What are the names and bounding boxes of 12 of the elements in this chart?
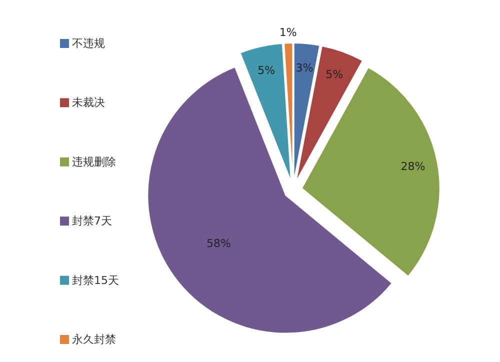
legend-label: 永久封禁 [72,333,116,346]
legend-label: 违规删除 [72,155,116,168]
data-label: 58% [206,236,231,250]
legend-label: 未裁决 [72,96,105,110]
data-label: 5% [258,64,276,77]
legend-label: 不违规 [72,37,105,50]
data-label: 5% [326,68,344,82]
data-label: 28% [400,160,426,174]
data-label: 1% [279,26,297,40]
legend-label: 封禁7天 [72,214,112,228]
data-label: 3% [296,61,314,74]
legend-label: 封禁15天 [72,274,119,287]
